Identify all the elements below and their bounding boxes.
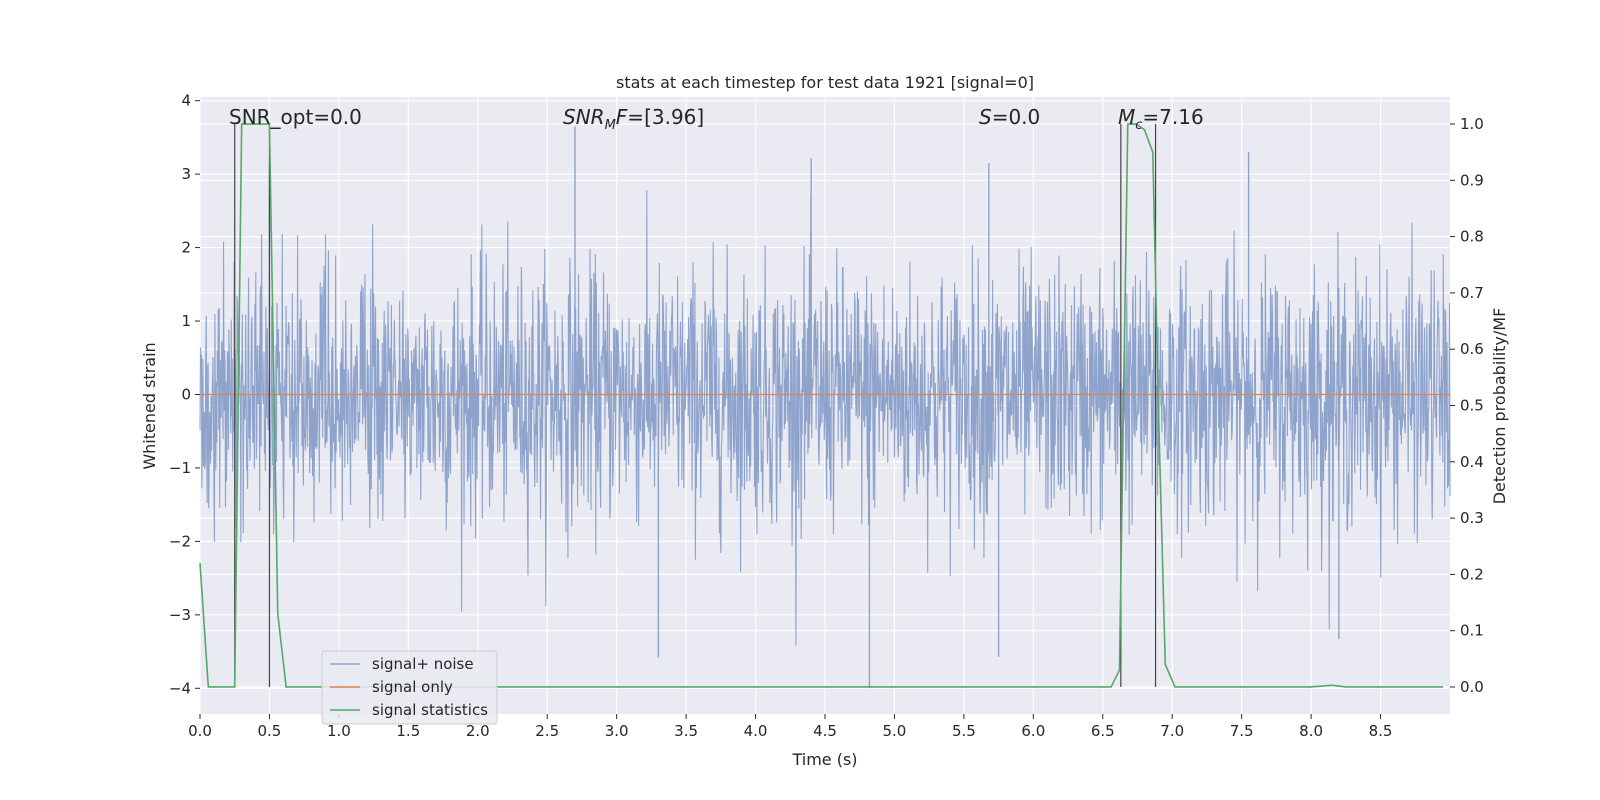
- x-tick-label: 6.0: [1021, 722, 1045, 740]
- y2-tick-label: 0.2: [1460, 565, 1484, 583]
- x-tick-label: 5.5: [952, 722, 976, 740]
- y2-tick-label: 0.1: [1460, 622, 1484, 640]
- y2-tick-label: 0.6: [1460, 340, 1484, 358]
- chart-title: stats at each timestep for test data 192…: [616, 73, 1034, 92]
- x-tick-label: 8.5: [1369, 722, 1393, 740]
- x-tick-label: 2.0: [466, 722, 490, 740]
- y2-tick-label: 1.0: [1460, 115, 1484, 133]
- annotation-snr-mf: SNRMF=[3.96]: [563, 105, 704, 133]
- signal-statistics-series: [199, 123, 1444, 688]
- y2-tick-label: 0.3: [1460, 509, 1484, 527]
- x-tick-label: 4.5: [813, 722, 837, 740]
- x-tick-label: 8.0: [1299, 722, 1323, 740]
- y-tick-label: 0: [181, 385, 191, 403]
- annotation-snr-mf-list: [3.96]: [644, 105, 704, 129]
- y-tick-label: 4: [181, 92, 191, 110]
- y-tick-label: −4: [169, 679, 191, 697]
- signal-noise-series: [199, 126, 1451, 689]
- x-tick-label: 3.0: [605, 722, 629, 740]
- x-tick-label: 0.0: [188, 722, 212, 740]
- y-tick-label: −1: [169, 459, 191, 477]
- x-axis-label: Time (s): [791, 750, 857, 769]
- y2-tick-label: 0.7: [1460, 284, 1484, 302]
- y2-tick-label: 0.9: [1460, 171, 1484, 189]
- y-axis-label: Whitened strain: [140, 342, 159, 469]
- y-tick-label: 2: [181, 239, 191, 257]
- y2-ticks: 1.0 0.9 0.8 0.7 0.6 0.5 0.4 0.3 0.2 0.1 0.0: [1450, 115, 1484, 696]
- y-tick-label: −2: [169, 532, 191, 550]
- legend-label-signal-noise: signal+ noise: [372, 655, 474, 673]
- x-tick-label: 7.5: [1230, 722, 1254, 740]
- x-tick-label: 1.5: [396, 722, 420, 740]
- x-tick-label: 6.5: [1091, 722, 1115, 740]
- x-tick-label: 1.0: [327, 722, 351, 740]
- y2-tick-label: 0.0: [1460, 678, 1484, 696]
- annotation-s-value: =0.0: [992, 105, 1041, 129]
- y2-axis-label: Detection probability/MF: [1490, 308, 1509, 505]
- y-ticks: 4 3 2 1 0 −1 −2 −3 −4: [169, 92, 200, 697]
- signal-noise-trace: [199, 189, 1451, 646]
- x-tick-label: 2.5: [535, 722, 559, 740]
- y2-tick-label: 0.5: [1460, 397, 1484, 415]
- x-tick-label: 7.0: [1160, 722, 1184, 740]
- annotation-s: S=0.0: [979, 105, 1040, 129]
- y2-tick-label: 0.8: [1460, 228, 1484, 246]
- x-ticks: 0.0 0.5 1.0 1.5 2.0 2.5 3.0 3.5 4.0 4.5 5.0 5.5 6.0 6…: [188, 714, 1392, 740]
- annotation-mc-value: =7.16: [1142, 105, 1203, 129]
- x-tick-label: 3.5: [674, 722, 698, 740]
- x-tick-label: 5.0: [883, 722, 907, 740]
- annotation-snr-opt: SNR_opt=0.0: [229, 105, 362, 129]
- legend: signal+ noise signal only signal statist…: [321, 650, 498, 725]
- annotation-snr-mf-value: =: [627, 105, 644, 129]
- y2-tick-label: 0.4: [1460, 453, 1484, 471]
- legend-box: [321, 650, 498, 725]
- legend-label-signal-only: signal only: [372, 678, 453, 696]
- annotation-mc: Mc=7.16: [1118, 105, 1204, 133]
- legend-label-signal-statistics: signal statistics: [372, 701, 488, 719]
- x-tick-label: 0.5: [258, 722, 282, 740]
- y-tick-label: 1: [181, 312, 191, 330]
- y-tick-label: −3: [169, 606, 191, 624]
- x-tick-label: 4.0: [744, 722, 768, 740]
- y-tick-label: 3: [181, 165, 191, 183]
